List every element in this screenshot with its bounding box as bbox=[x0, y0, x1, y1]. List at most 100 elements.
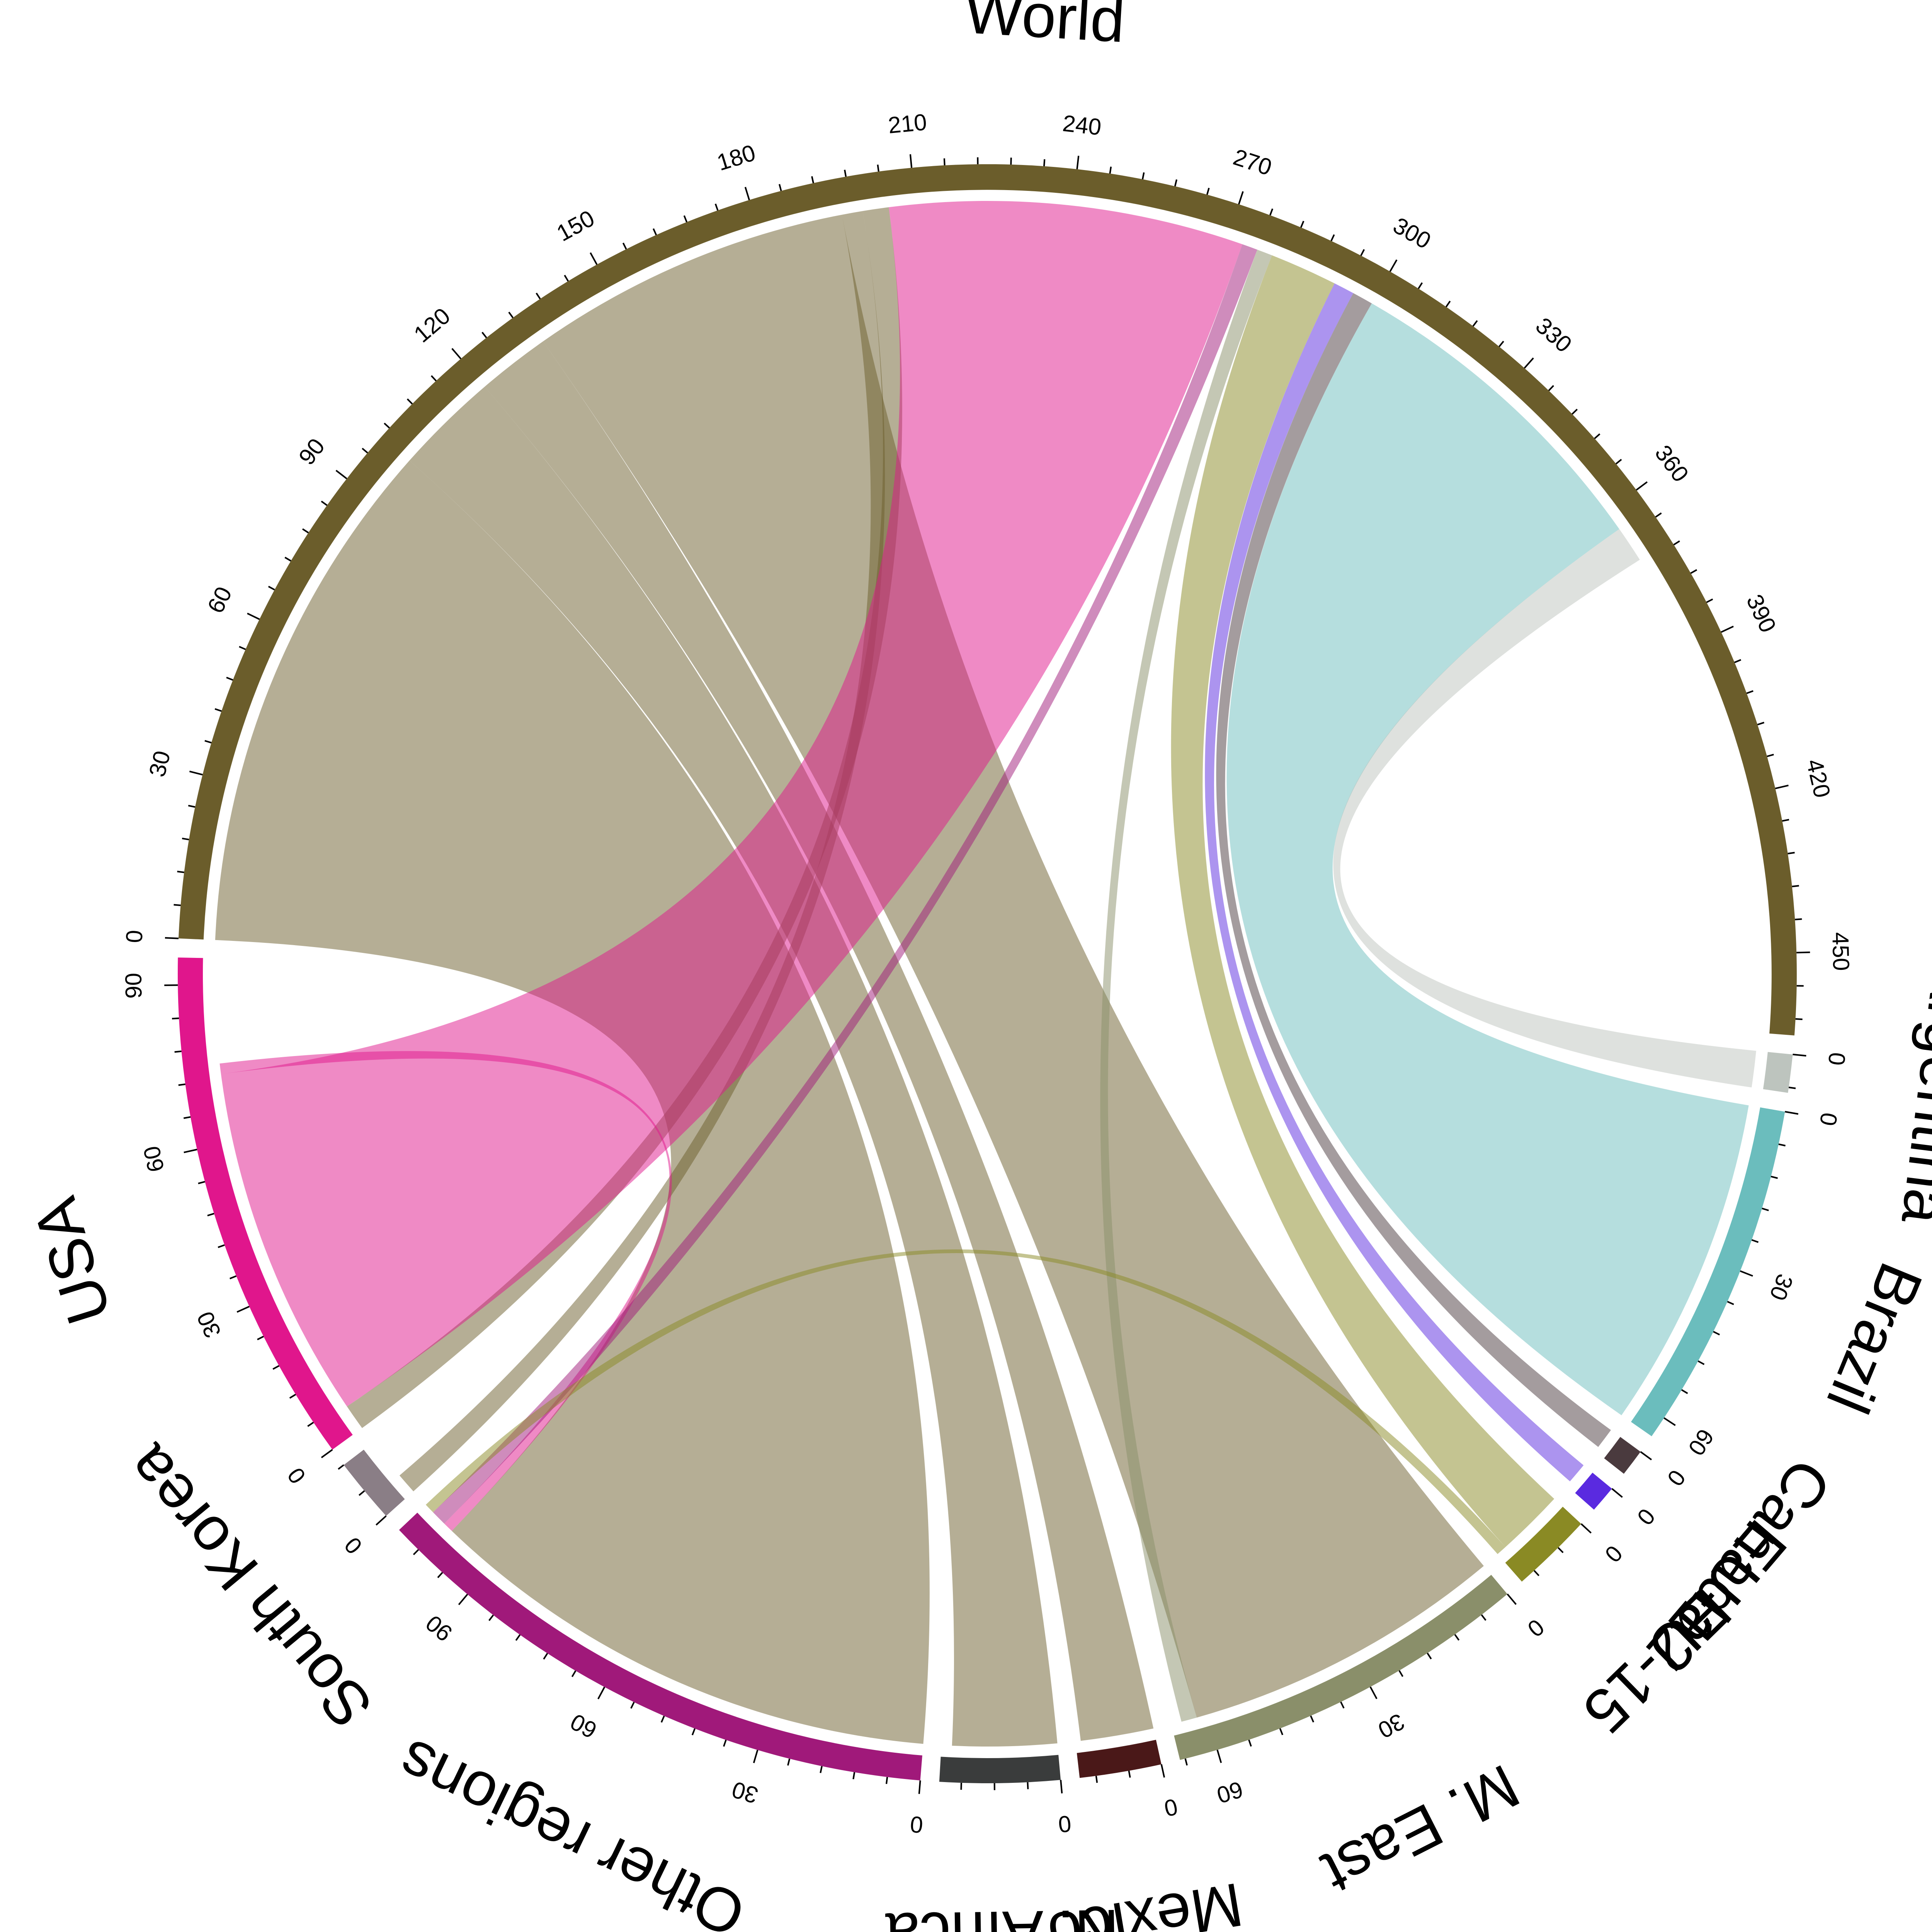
tick-mark bbox=[811, 176, 814, 184]
sector-track-m-east bbox=[1174, 1575, 1507, 1760]
chord-brazil-to-world bbox=[1226, 303, 1749, 1415]
tick-label: 210 bbox=[887, 109, 928, 138]
tick-mark bbox=[714, 203, 719, 211]
tick-label: 390 bbox=[1742, 590, 1781, 636]
sector-label-eu-15: EU-15 bbox=[1570, 1575, 1744, 1747]
sector-label-brazil: Brazil bbox=[1813, 1253, 1932, 1423]
tick-mark bbox=[384, 422, 390, 429]
tick-label: 0 bbox=[339, 1532, 367, 1559]
sector-label-world: World bbox=[963, 0, 1127, 55]
tick-mark bbox=[413, 1549, 419, 1555]
tick-mark bbox=[1109, 167, 1112, 174]
tick-label: 450 bbox=[1827, 932, 1854, 971]
tick-label: 90 bbox=[121, 973, 147, 999]
tick-mark bbox=[508, 311, 514, 318]
tick-mark bbox=[622, 242, 627, 250]
tick-mark bbox=[571, 1670, 577, 1677]
sector-tracks bbox=[177, 164, 1797, 1784]
sector-track-canada bbox=[1604, 1437, 1641, 1474]
tick-mark bbox=[165, 937, 179, 939]
tick-mark bbox=[1558, 1547, 1564, 1553]
tick-mark bbox=[653, 228, 657, 236]
tick-mark bbox=[406, 398, 413, 405]
tick-mark bbox=[1782, 819, 1789, 822]
sector-label-m-east: M. East bbox=[1312, 1751, 1530, 1908]
tick-mark bbox=[723, 1740, 727, 1747]
tick-mark bbox=[174, 1050, 182, 1053]
tick-mark bbox=[302, 528, 309, 534]
tick-mark bbox=[1128, 1770, 1131, 1778]
tick-mark bbox=[257, 1335, 264, 1340]
tick-label: 0 bbox=[1522, 1614, 1549, 1642]
tick-label: 60 bbox=[1214, 1776, 1246, 1808]
sector-track-south-korea bbox=[344, 1449, 405, 1516]
tick-label: 60 bbox=[1683, 1424, 1719, 1460]
tick-mark bbox=[943, 158, 946, 165]
tick-mark bbox=[1571, 408, 1578, 415]
tick-mark bbox=[1427, 1653, 1432, 1660]
tick-mark bbox=[1706, 598, 1713, 603]
tick-label: 150 bbox=[552, 205, 599, 247]
tick-mark bbox=[1713, 1331, 1720, 1335]
tick-mark bbox=[536, 293, 541, 299]
tick-mark bbox=[236, 1306, 250, 1313]
tick-mark bbox=[1778, 1143, 1786, 1146]
tick-mark bbox=[178, 1083, 185, 1086]
tick-mark bbox=[787, 1759, 791, 1766]
tick-label: 0 bbox=[121, 929, 147, 943]
tick-mark bbox=[239, 646, 246, 650]
tick-mark bbox=[1445, 301, 1451, 308]
tick-mark bbox=[1472, 320, 1478, 327]
tick-mark bbox=[1310, 1715, 1315, 1723]
tick-label: 60 bbox=[566, 1709, 601, 1744]
tick-label: 0 bbox=[1662, 1465, 1690, 1491]
sector-label-other-regions: Other regions bbox=[388, 1726, 755, 1932]
tick-mark bbox=[289, 1394, 296, 1399]
tick-mark bbox=[779, 184, 782, 191]
tick-mark bbox=[321, 1449, 333, 1458]
tick-mark bbox=[877, 164, 879, 172]
tick-mark bbox=[1507, 1594, 1517, 1605]
tick-mark bbox=[1663, 1417, 1676, 1426]
tick-mark bbox=[1767, 753, 1774, 757]
tick-label: 0 bbox=[1600, 1540, 1628, 1567]
tick-mark bbox=[1269, 208, 1274, 216]
sector-label-n-africa: N. Africa bbox=[885, 1897, 1119, 1932]
tick-mark bbox=[184, 1148, 197, 1153]
tick-mark bbox=[1389, 259, 1398, 272]
sector-track-brazil bbox=[1631, 1107, 1785, 1436]
tick-mark bbox=[1580, 1523, 1592, 1534]
tick-mark bbox=[564, 275, 569, 282]
tick-mark bbox=[1398, 1670, 1404, 1677]
tick-mark bbox=[204, 740, 212, 744]
chord-world-to-mexico bbox=[485, 341, 1154, 1741]
chord-usa-to-world bbox=[221, 201, 1243, 1406]
tick-mark bbox=[1740, 1270, 1753, 1277]
tick-label: 60 bbox=[202, 583, 237, 617]
tick-mark bbox=[430, 375, 437, 381]
tick-mark bbox=[909, 154, 913, 168]
tick-mark bbox=[844, 170, 847, 177]
chord-world-to-m-east bbox=[543, 214, 1484, 1718]
chord-eu-15-to-world bbox=[1171, 255, 1554, 1547]
tick-mark bbox=[172, 1017, 179, 1020]
tick-label: 30 bbox=[144, 748, 175, 779]
tick-mark bbox=[189, 770, 203, 776]
tick-mark bbox=[207, 1213, 214, 1216]
tick-mark bbox=[753, 1750, 759, 1764]
tick-mark bbox=[488, 1614, 494, 1621]
tick-mark bbox=[188, 804, 196, 808]
tick-mark bbox=[218, 1244, 225, 1248]
tick-mark bbox=[1690, 569, 1697, 574]
tick-mark bbox=[338, 1464, 344, 1470]
tick-mark bbox=[1454, 1634, 1460, 1641]
tick-mark bbox=[1775, 784, 1789, 789]
tick-mark bbox=[1611, 1488, 1623, 1498]
tick-mark bbox=[691, 1728, 696, 1736]
tick-mark bbox=[1498, 340, 1504, 347]
tick-mark bbox=[1746, 690, 1753, 694]
tick-mark bbox=[359, 1490, 365, 1496]
sector-track-argentina bbox=[1763, 1052, 1793, 1093]
tick-mark bbox=[268, 586, 275, 591]
tick-mark bbox=[1757, 721, 1765, 726]
